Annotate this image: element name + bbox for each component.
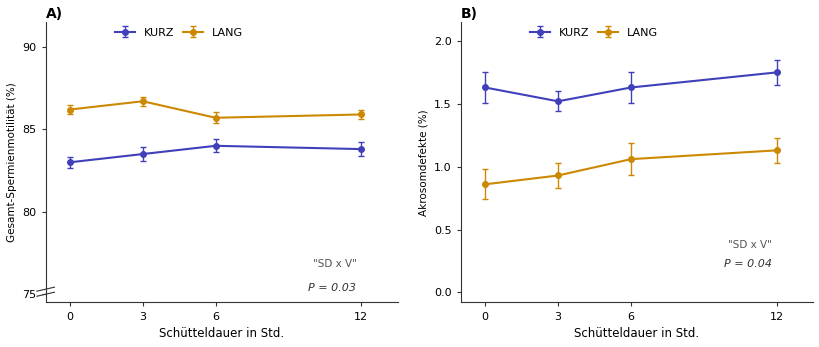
Y-axis label: Akrosomdefekte (%): Akrosomdefekte (%): [418, 109, 428, 215]
X-axis label: Schütteldauer in Std.: Schütteldauer in Std.: [574, 327, 699, 340]
Text: "SD x V": "SD x V": [727, 240, 771, 250]
Text: P = 0.04: P = 0.04: [723, 259, 771, 269]
Legend: KURZ, LANG: KURZ, LANG: [529, 28, 658, 38]
Text: P = 0.03: P = 0.03: [308, 282, 356, 293]
Text: "SD x V": "SD x V": [312, 260, 356, 270]
Text: A): A): [46, 7, 63, 21]
Y-axis label: Gesamt-Spermienmotilität (%): Gesamt-Spermienmotilität (%): [7, 83, 17, 242]
Text: B): B): [460, 7, 477, 21]
X-axis label: Schütteldauer in Std.: Schütteldauer in Std.: [159, 327, 284, 340]
Legend: KURZ, LANG: KURZ, LANG: [115, 28, 242, 38]
